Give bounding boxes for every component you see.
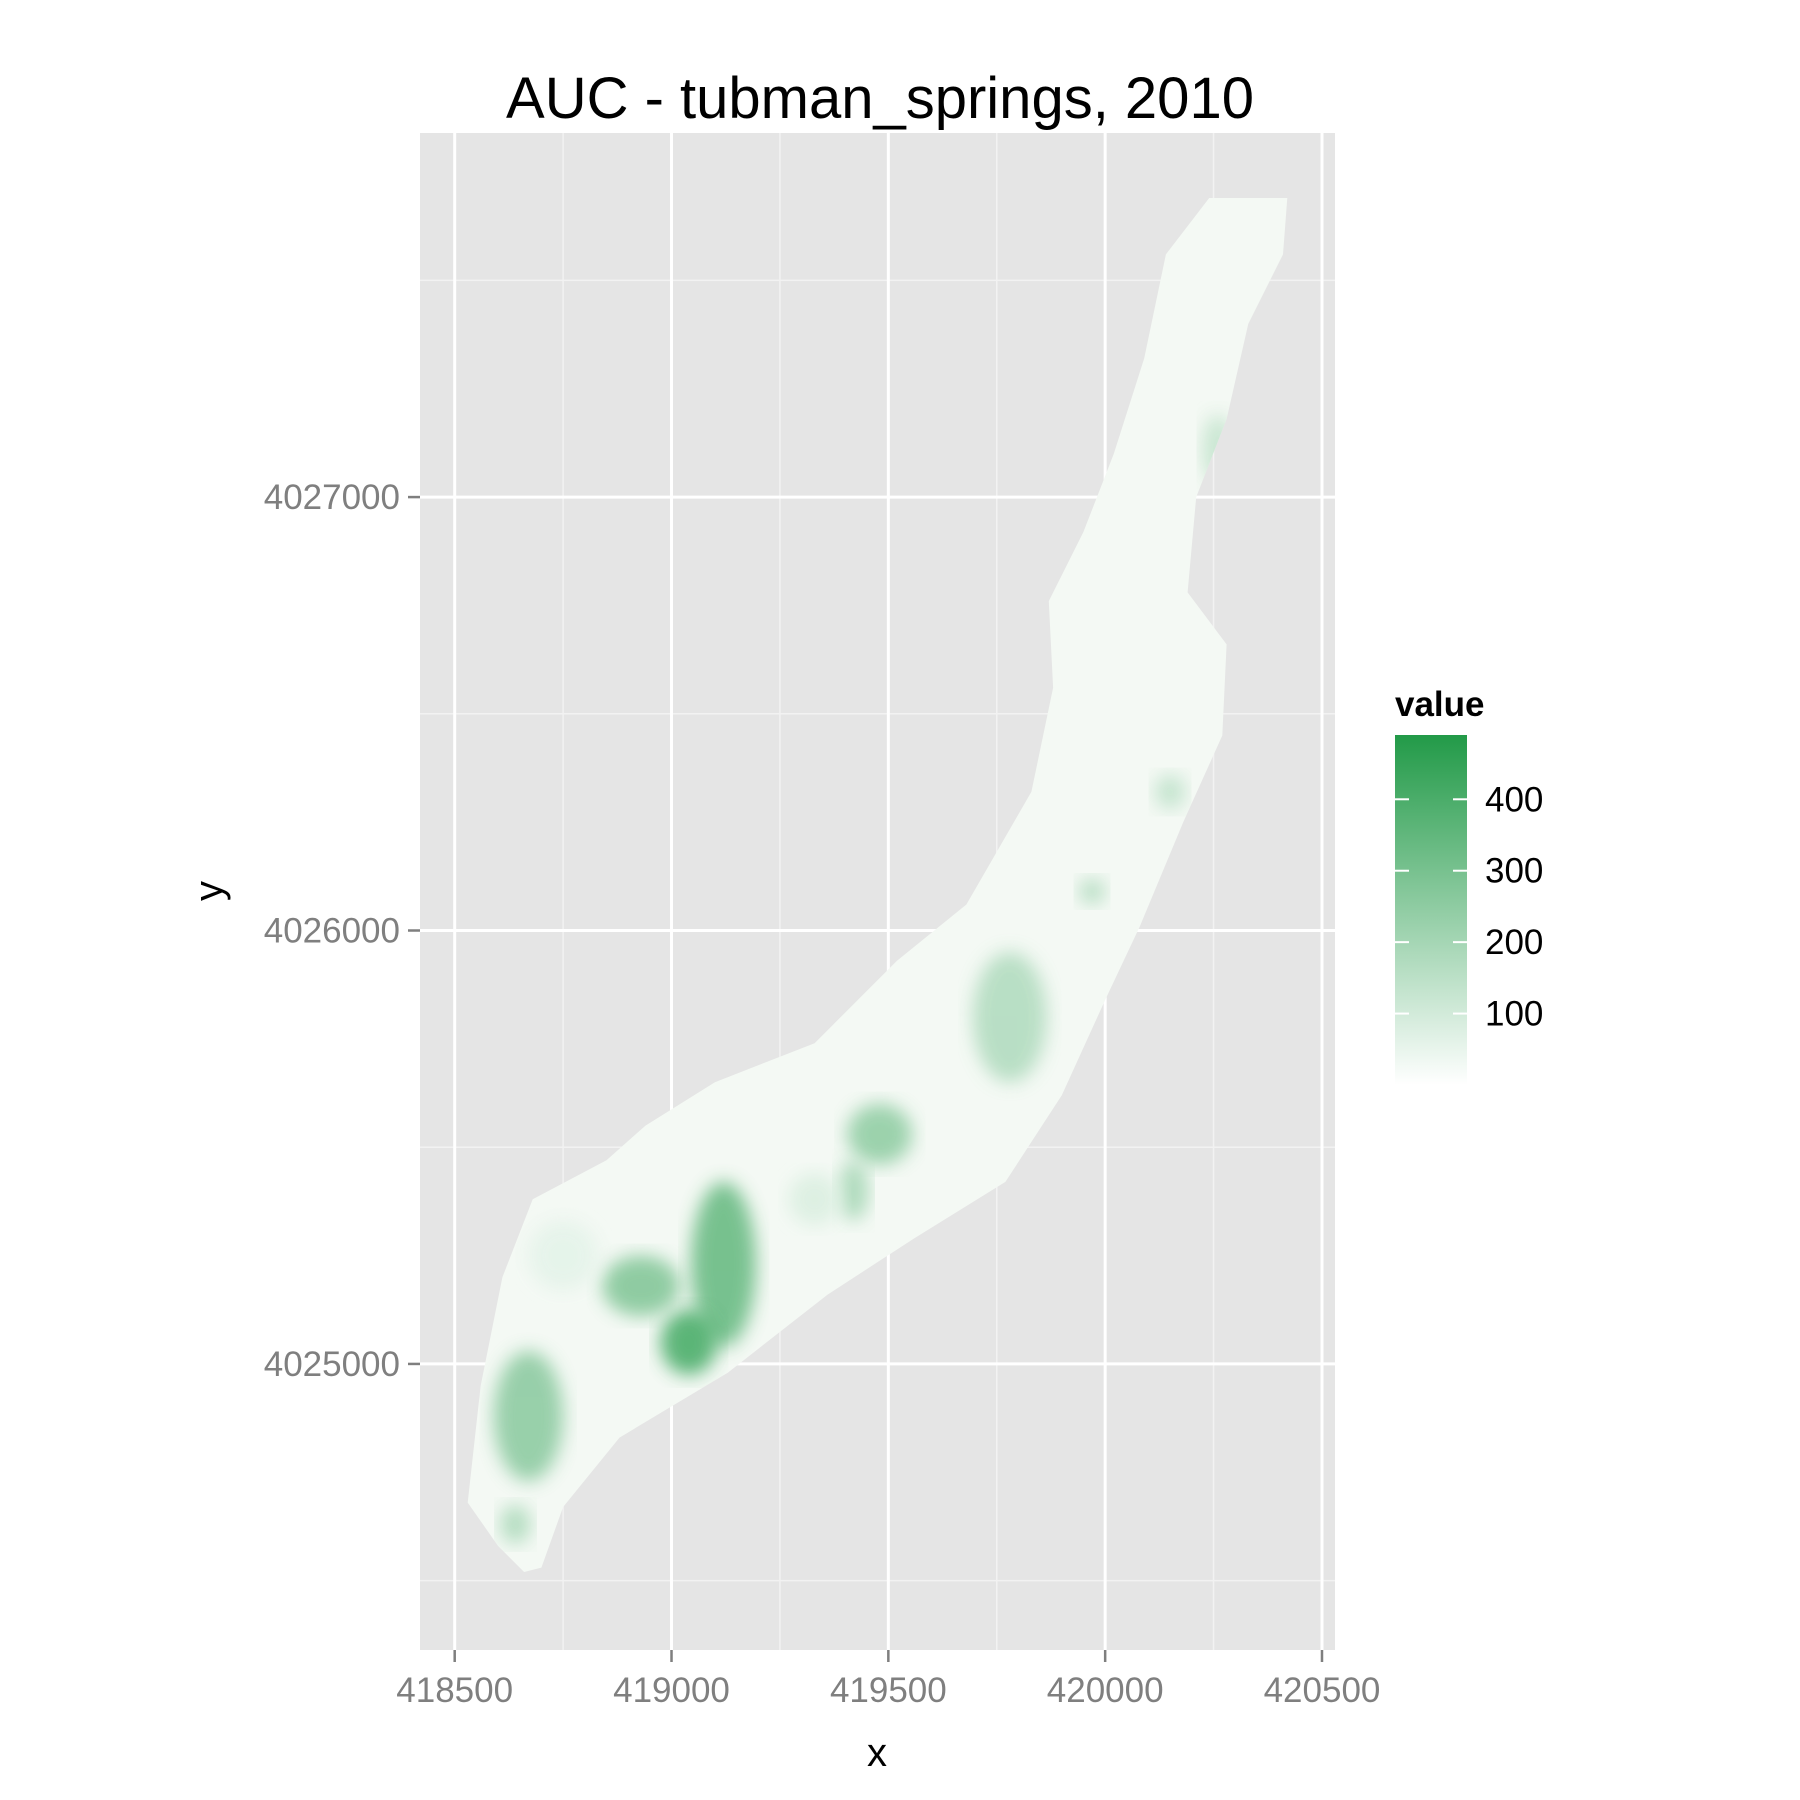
raster-hotspot xyxy=(528,1220,598,1291)
legend: value 100 200 300 400 xyxy=(1395,685,1543,1085)
legend-title: value xyxy=(1395,685,1485,724)
x-tick-label: 419000 xyxy=(613,1671,730,1710)
raster-hotspot xyxy=(972,952,1047,1083)
raster-hotspot xyxy=(500,1504,531,1544)
y-axis-title: y xyxy=(187,881,231,901)
raster-hotspot xyxy=(847,1103,913,1165)
y-axis: 4025000 4026000 4027000 xyxy=(264,478,420,1384)
chart-title: AUC - tubman_springs, 2010 xyxy=(506,66,1254,131)
raster-hotspot xyxy=(602,1255,681,1317)
raster-hotspot xyxy=(838,1160,869,1221)
raster-footprint xyxy=(467,198,1288,1572)
legend-label: 300 xyxy=(1485,852,1543,891)
y-tick-label: 4027000 xyxy=(264,478,400,517)
legend-colorbar xyxy=(1395,735,1467,1085)
raster-hotspot xyxy=(660,1309,718,1375)
x-tick-label: 420000 xyxy=(1047,1671,1164,1710)
x-axis-title: x xyxy=(867,1731,887,1775)
y-tick-label: 4026000 xyxy=(264,912,400,951)
x-tick-label: 419500 xyxy=(830,1671,947,1710)
x-axis: 418500 419000 419500 420000 420500 xyxy=(396,1650,1380,1710)
legend-ticks: 100 200 300 400 xyxy=(1395,780,1543,1034)
raster-hotspot xyxy=(1079,878,1106,905)
legend-label: 200 xyxy=(1485,923,1543,962)
legend-label: 400 xyxy=(1485,780,1543,819)
raster-hotspot xyxy=(493,1350,564,1481)
y-tick-label: 4025000 xyxy=(264,1345,400,1384)
x-tick-label: 420500 xyxy=(1264,1671,1381,1710)
raster-hotspot xyxy=(691,1181,757,1347)
raster-hotspot xyxy=(788,1173,841,1226)
x-tick-label: 418500 xyxy=(396,1671,513,1710)
legend-label: 100 xyxy=(1485,995,1543,1034)
raster-hotspot xyxy=(1155,774,1186,810)
